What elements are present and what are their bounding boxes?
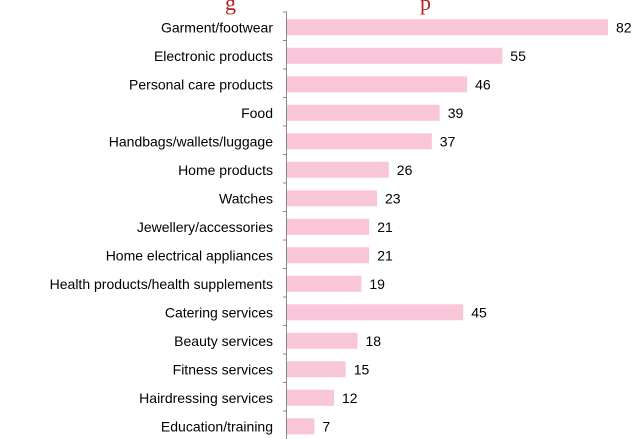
bar: [287, 361, 346, 378]
title-fragment: g: [225, 0, 236, 15]
value-label: 39: [448, 105, 464, 121]
value-label: 46: [475, 76, 491, 92]
value-label: 82: [616, 19, 632, 35]
category-label: Hairdressing services: [139, 390, 273, 406]
category-label: Catering services: [165, 304, 273, 320]
category-label: Health products/health supplements: [50, 276, 273, 292]
value-label: 45: [471, 304, 487, 320]
bar: [287, 418, 315, 435]
value-label: 23: [385, 190, 401, 206]
bar: [287, 247, 370, 264]
value-label: 37: [440, 133, 456, 149]
category-label: Garment/footwear: [161, 19, 273, 35]
value-label: 55: [510, 48, 526, 64]
category-label: Personal care products: [129, 76, 273, 92]
bar: [287, 47, 503, 64]
bar: [287, 76, 468, 93]
bars-layer: [287, 19, 608, 435]
bar: [287, 104, 440, 121]
title-fragment: p: [420, 0, 431, 15]
category-label: Home electrical appliances: [106, 247, 273, 263]
value-labels: 82 55 46 39 37 26 23 21 21 19 45 18 15 12 7: [322, 19, 631, 434]
value-label: 21: [377, 247, 393, 263]
value-label: 15: [354, 361, 370, 377]
y-axis-ticks: [283, 11, 287, 412]
value-label: 26: [397, 162, 413, 178]
bar: [287, 332, 358, 349]
bar: [287, 133, 432, 150]
category-label: Fitness services: [173, 361, 273, 377]
bar: [287, 190, 377, 207]
category-label: Food: [241, 105, 273, 121]
bar: [287, 218, 370, 235]
category-label: Jewellery/accessories: [137, 219, 273, 235]
value-label: 18: [366, 333, 382, 349]
value-label: 7: [322, 418, 330, 434]
category-label: Electronic products: [154, 48, 273, 64]
bar: [287, 19, 608, 36]
category-label: Beauty services: [174, 333, 273, 349]
category-label: Handbags/wallets/luggage: [109, 133, 273, 149]
value-label: 21: [377, 219, 393, 235]
bar: [287, 389, 334, 406]
category-label: Watches: [219, 190, 273, 206]
category-label: Education/training: [161, 418, 273, 434]
bar: [287, 304, 464, 321]
value-label: 12: [342, 390, 358, 406]
bar: [287, 275, 362, 292]
value-label: 19: [369, 276, 385, 292]
category-label: Home products: [178, 162, 273, 178]
category-labels: Garment/footwear Electronic products Perso…: [50, 19, 274, 434]
bar: [287, 161, 389, 178]
